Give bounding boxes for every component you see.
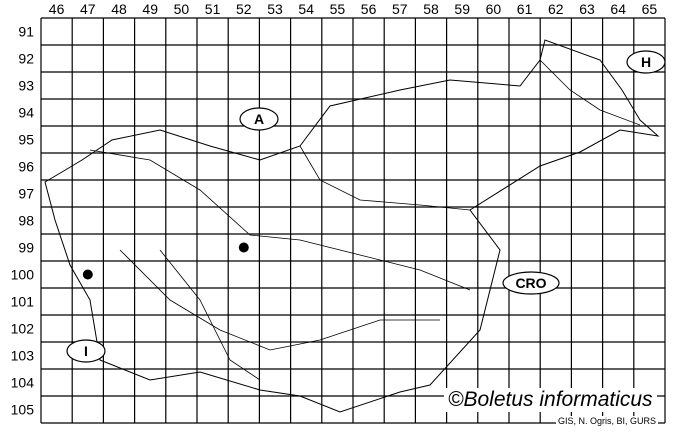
region-label-i: I (66, 339, 106, 363)
column-label: 55 (330, 1, 346, 17)
column-label: 61 (517, 1, 533, 17)
row-label: 101 (11, 294, 35, 310)
column-label: 49 (142, 1, 158, 17)
row-label: 99 (18, 240, 34, 256)
row-label: 96 (18, 159, 34, 175)
svg-text:H: H (641, 54, 651, 70)
column-label: 53 (267, 1, 283, 17)
record-dot (238, 242, 249, 253)
column-label: 56 (361, 1, 377, 17)
column-label: 60 (486, 1, 502, 17)
column-label: 62 (548, 1, 564, 17)
column-label: 52 (236, 1, 252, 17)
data-source: GIS, N. Ogris, BI, GURS (556, 416, 659, 426)
row-label: 95 (18, 132, 34, 148)
column-label: 57 (392, 1, 408, 17)
row-label: 104 (11, 375, 35, 391)
row-label: 105 (11, 402, 35, 418)
copyright-credit: ©Boletus informaticus (444, 388, 657, 412)
row-label: 103 (11, 348, 35, 364)
row-label: 102 (11, 321, 35, 337)
row-label: 100 (11, 267, 35, 283)
region-label-a: A (239, 107, 279, 131)
svg-text:I: I (84, 343, 88, 359)
row-label: 92 (18, 51, 34, 67)
region-label-cro: CRO (502, 271, 560, 295)
country-outline (44, 39, 660, 413)
record-dot (82, 269, 93, 280)
column-label: 50 (174, 1, 190, 17)
column-label: 46 (49, 1, 65, 17)
row-label: 97 (18, 186, 34, 202)
row-label: 98 (18, 213, 34, 229)
svg-text:CRO: CRO (515, 275, 546, 291)
row-label: 94 (18, 105, 34, 121)
column-label: 64 (610, 1, 626, 17)
column-label: 47 (80, 1, 96, 17)
column-label: 65 (642, 1, 658, 17)
column-label: 54 (298, 1, 314, 17)
svg-text:A: A (254, 111, 264, 127)
column-label: 63 (579, 1, 595, 17)
row-label: 91 (18, 24, 34, 40)
column-label: 58 (423, 1, 439, 17)
grid (40, 17, 666, 424)
row-label: 93 (18, 78, 34, 94)
column-label: 51 (205, 1, 221, 17)
river (89, 59, 641, 381)
column-label: 59 (454, 1, 470, 17)
region-label-h: H (626, 50, 666, 74)
column-label: 48 (111, 1, 127, 17)
